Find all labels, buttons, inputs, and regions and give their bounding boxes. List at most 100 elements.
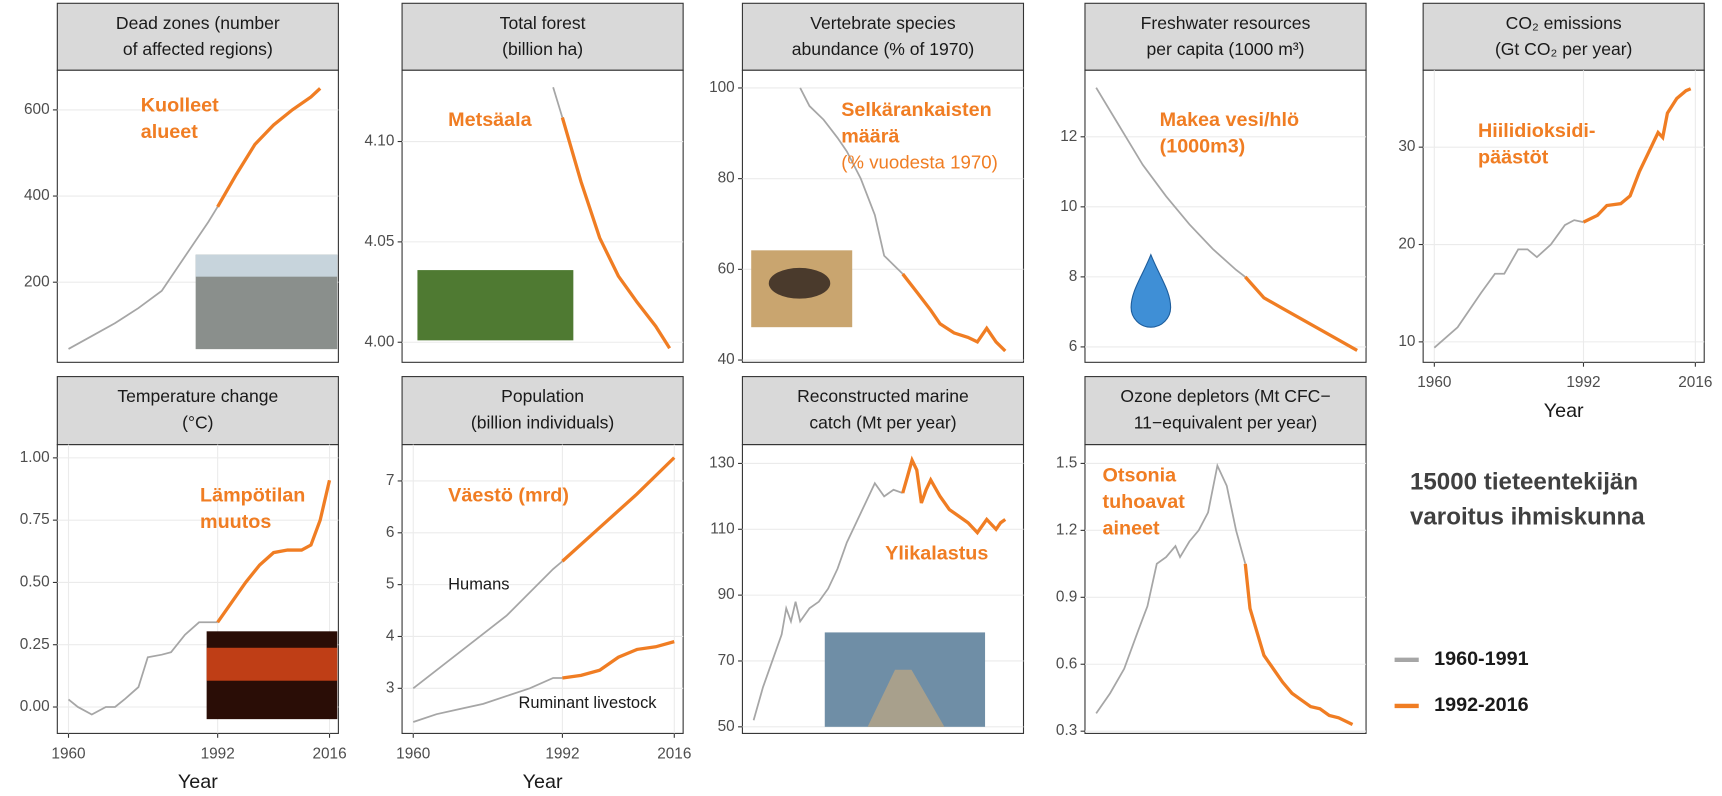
y-tick-label: 50 — [718, 718, 735, 735]
panel-header — [56, 376, 339, 446]
panel-title: Population — [501, 386, 584, 406]
x-tick-label: 2016 — [312, 745, 346, 762]
y-tick-label: 0.3 — [1056, 722, 1077, 739]
y-tick-label: 3 — [386, 679, 395, 696]
y-tick-label: 60 — [718, 260, 735, 277]
annotation: (1000m3) — [1160, 135, 1246, 157]
plot-panel — [1422, 69, 1705, 363]
y-tick-label: 130 — [709, 454, 735, 471]
panel-title: Temperature change — [117, 386, 278, 406]
series-line — [752, 481, 904, 721]
fire-glow — [206, 647, 338, 681]
series-line — [560, 117, 672, 350]
series-line — [68, 206, 219, 350]
y-tick-label: 20 — [1398, 236, 1415, 253]
x-tick-label: 1992 — [545, 745, 579, 762]
y-tick-label: 0.25 — [20, 636, 50, 653]
y-tick-label: 0.50 — [20, 574, 50, 591]
photo-forest — [417, 270, 574, 341]
panel-title: (°C) — [182, 412, 213, 432]
series-line — [901, 272, 1007, 353]
series-label: Humans — [448, 576, 509, 594]
y-tick-label: 4.10 — [364, 133, 394, 150]
panel-title: Vertebrate species — [810, 13, 956, 33]
y-tick-label: 8 — [1069, 268, 1078, 285]
annotation: Otsonia — [1103, 465, 1178, 487]
x-tick-label: 1960 — [51, 745, 85, 762]
panel-header — [1422, 2, 1705, 71]
series-line — [1244, 275, 1358, 352]
annotation: Ylikalastus — [885, 543, 988, 565]
y-tick-label: 10 — [1398, 333, 1415, 350]
panel-title: (billion individuals) — [471, 412, 614, 432]
x-tick-label: 2016 — [1678, 374, 1712, 391]
annotation: Kuolleet — [141, 95, 219, 117]
y-tick-label: 0.6 — [1056, 655, 1077, 672]
y-tick-label: 400 — [24, 187, 50, 204]
annotation: Makea vesi/hlö — [1160, 109, 1299, 131]
y-tick-label: 0.9 — [1056, 588, 1077, 605]
annotation: alueet — [141, 121, 199, 143]
annotation: Väestö (mrd) — [448, 484, 569, 506]
panel-title: Ozone depletors (Mt CFC− — [1120, 386, 1330, 406]
annotation: tuhoavat — [1103, 491, 1186, 513]
y-tick-label: 1.00 — [20, 449, 50, 466]
y-tick-label: 80 — [718, 170, 735, 187]
panel-title: Freshwater resources — [1141, 13, 1311, 33]
x-axis-label: Year — [178, 771, 218, 793]
headline: varoitus ihmiskunna — [1410, 504, 1645, 531]
y-tick-label: 70 — [718, 652, 735, 669]
y-tick-label: 90 — [718, 586, 735, 603]
annotation: Lämpötilan — [200, 484, 305, 506]
x-tick-label: 1992 — [1566, 374, 1600, 391]
panel-title: catch (Mt per year) — [809, 412, 956, 432]
y-tick-label: 4.05 — [364, 233, 394, 250]
y-tick-label: 12 — [1060, 128, 1077, 145]
series-line — [216, 87, 322, 208]
annotation: määrä — [841, 125, 900, 147]
x-axis-label: Year — [1544, 400, 1584, 422]
y-tick-label: 30 — [1398, 138, 1415, 155]
annotation: muutos — [200, 511, 271, 533]
panel-title: Reconstructed marine — [797, 386, 969, 406]
annotation: päästöt — [1478, 146, 1549, 168]
annotation: Hiilidioksidi- — [1478, 120, 1595, 142]
series-line — [561, 456, 676, 563]
series-line — [1095, 462, 1247, 714]
x-axis-label: Year — [523, 771, 563, 793]
wildebeest-shape — [768, 267, 831, 299]
photo-sky — [195, 254, 338, 277]
panel-title: Dead zones (number — [116, 13, 280, 33]
series-line — [67, 621, 218, 716]
panel-title: CO₂ emissions — [1506, 13, 1622, 33]
panel-title: abundance (% of 1970) — [792, 39, 974, 59]
series-line — [1582, 87, 1692, 224]
panel-header — [1084, 2, 1367, 71]
panel-title: 11−equivalent per year) — [1134, 412, 1318, 432]
annotation: (% vuodesta 1970) — [841, 152, 998, 173]
panel-header — [1084, 376, 1367, 446]
net-shape — [867, 669, 945, 727]
annotation: aineet — [1103, 517, 1161, 539]
series-label: Ruminant livestock — [518, 694, 657, 712]
plot-panel — [1084, 444, 1367, 734]
x-tick-label: 1960 — [396, 745, 430, 762]
panel-title: (Gt CO₂ per year) — [1495, 39, 1632, 59]
annotation: Selkärankaisten — [841, 99, 991, 121]
series-line — [1243, 563, 1354, 727]
panel-title: (billion ha) — [502, 39, 583, 59]
y-tick-label: 100 — [709, 79, 735, 96]
y-tick-label: 0.00 — [20, 698, 50, 715]
panel-header — [401, 2, 684, 71]
legend-label: 1992-2016 — [1434, 694, 1528, 716]
panel-header — [56, 2, 339, 71]
y-tick-label: 4 — [386, 628, 395, 645]
annotation: Metsäala — [448, 109, 532, 131]
panel-header — [741, 376, 1025, 446]
series-line — [412, 677, 563, 723]
series-line — [1433, 219, 1584, 349]
y-tick-label: 6 — [386, 524, 395, 541]
panel-title: Total forest — [500, 13, 586, 33]
y-tick-label: 5 — [386, 576, 395, 593]
